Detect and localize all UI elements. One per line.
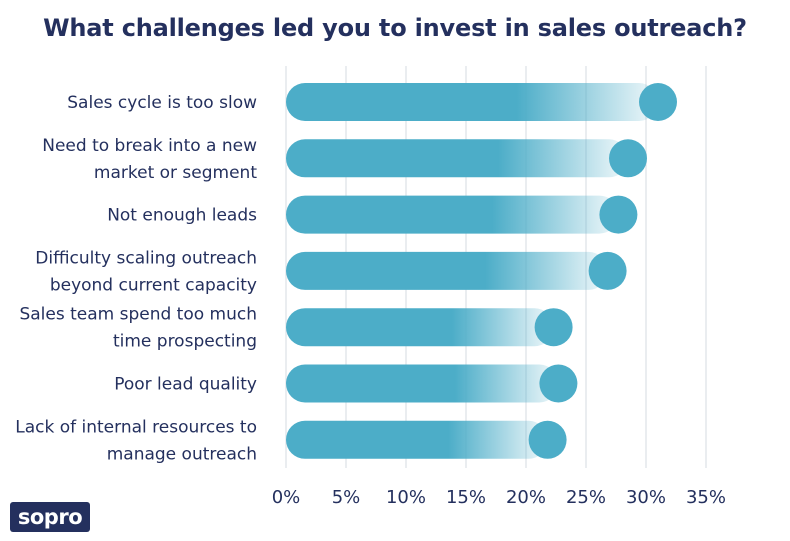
category-label-5: Poor lead quality xyxy=(114,375,257,395)
x-tick-label-10: 10% xyxy=(386,487,426,508)
x-axis-ticks: 0% 5% 10% 15% 20% 25% 30% 35% xyxy=(272,487,726,508)
category-label-2: Not enough leads xyxy=(107,206,257,226)
category-label-0: Sales cycle is too slow xyxy=(67,93,257,113)
bar-4 xyxy=(286,308,554,347)
x-tick-label-25: 25% xyxy=(566,487,606,508)
x-tick-label-5: 5% xyxy=(332,487,361,508)
category-label-3: Difficulty scaling outreach beyond curren… xyxy=(35,248,257,295)
sopro-logo: sopro xyxy=(10,502,90,532)
bar-3 xyxy=(286,251,608,290)
x-tick-label-0: 0% xyxy=(272,487,301,508)
bar-end-marker-3 xyxy=(588,251,627,290)
bar-end-marker-6 xyxy=(528,420,567,459)
bar-5 xyxy=(286,364,559,403)
bar-end-marker-0 xyxy=(639,83,677,121)
x-tick-label-30: 30% xyxy=(626,487,666,508)
bar-end-marker-5 xyxy=(539,364,578,403)
x-tick-label-20: 20% xyxy=(506,487,546,508)
x-tick-label-35: 35% xyxy=(686,487,726,508)
bar-end-marker-1 xyxy=(609,139,647,178)
bar-end-marker-2 xyxy=(599,195,638,234)
chart-title: What challenges led you to invest in sal… xyxy=(43,14,747,42)
category-label-6: Lack of internal resources to manage outr… xyxy=(15,417,257,464)
bar-2 xyxy=(286,195,619,234)
category-labels: Sales cycle is too slow Need to break int… xyxy=(15,93,257,464)
x-tick-label-15: 15% xyxy=(446,487,486,508)
bar-end-marker-4 xyxy=(534,308,573,347)
bar-6 xyxy=(286,420,548,459)
category-label-1: Need to break into a new market or segmen… xyxy=(42,136,257,183)
category-label-4: Sales team spend too much time prospectin… xyxy=(19,305,257,352)
bar-1 xyxy=(286,139,628,178)
bars xyxy=(286,83,677,459)
bar-0 xyxy=(286,83,658,121)
